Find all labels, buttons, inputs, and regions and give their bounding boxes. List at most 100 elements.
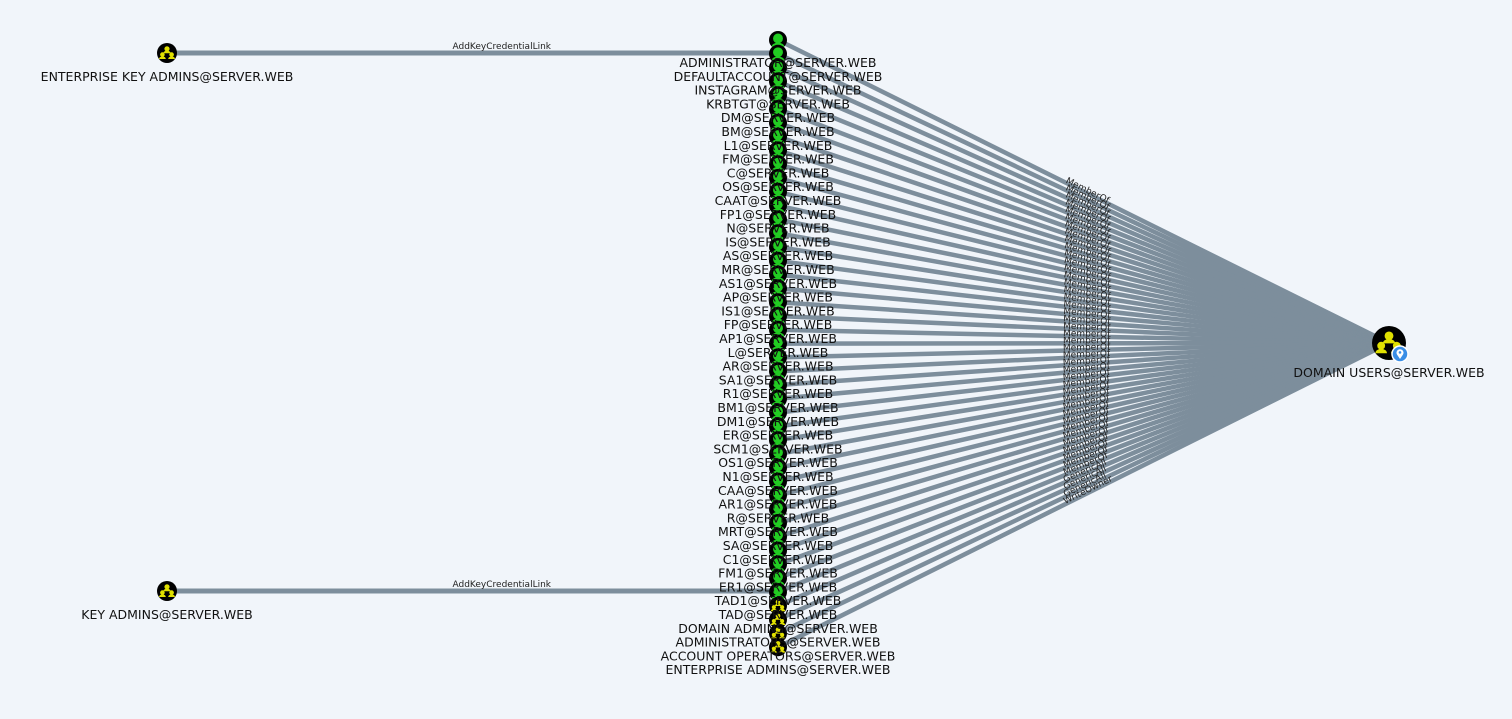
node-label: INSTAGRAM@SERVER.WEB (695, 83, 862, 98)
edge-member[interactable] (777, 327, 1390, 346)
edge-member[interactable] (777, 230, 1390, 346)
node-label: L@SERVER.WEB (728, 345, 829, 360)
group-node-ekadmins[interactable] (157, 43, 177, 63)
node-label: TAD1@SERVER.WEB (714, 593, 842, 608)
group-node[interactable] (769, 596, 787, 615)
edge-label-member: MemberOf (1063, 336, 1111, 346)
edge-member[interactable] (777, 340, 1390, 374)
node-label: CAA@SERVER.WEB (718, 483, 838, 498)
node-label: AR@SERVER.WEB (722, 359, 833, 374)
node-label: L1@SERVER.WEB (724, 138, 833, 153)
nodes-layer (157, 31, 1409, 657)
node-label: OS1@SERVER.WEB (718, 455, 838, 470)
node-label: CAAT@SERVER.WEB (715, 193, 842, 208)
node-label: SCM1@SERVER.WEB (713, 441, 842, 456)
user-node[interactable] (769, 58, 787, 77)
edge-member[interactable] (777, 340, 1390, 429)
node-label-domainusers: DOMAIN USERS@SERVER.WEB (1293, 365, 1484, 380)
node-label: DM1@SERVER.WEB (717, 414, 839, 429)
node-label: ADMINISTRATOR@SERVER.WEB (679, 55, 876, 70)
edge-label-member: MemberOf (1062, 361, 1111, 375)
user-node[interactable] (769, 238, 787, 256)
edge-label-kadmins: AddKeyCredentialLink (453, 580, 552, 590)
edge-member[interactable] (777, 217, 1390, 346)
user-node[interactable] (769, 541, 787, 560)
node-label: SA1@SERVER.WEB (719, 372, 838, 387)
node-label: AP@SERVER.WEB (723, 290, 833, 305)
user-node[interactable] (769, 196, 787, 215)
edge-label-member: MemberOf (1063, 355, 1112, 368)
node-label: ADMINISTRATORS@SERVER.WEB (676, 635, 881, 650)
node-label: BM@SERVER.WEB (721, 124, 834, 139)
node-label: MR@SERVER.WEB (721, 262, 834, 277)
node-label: DOMAIN ADMINS@SERVER.WEB (678, 621, 878, 636)
edge-member[interactable] (776, 340, 1391, 650)
user-node[interactable] (769, 224, 787, 243)
edge-member[interactable] (777, 340, 1390, 457)
node-label: AP1@SERVER.WEB (719, 331, 837, 346)
user-node[interactable] (769, 569, 787, 588)
node-label: N@SERVER.WEB (726, 221, 829, 236)
node-label: C@SERVER.WEB (727, 165, 830, 180)
group-node[interactable] (769, 638, 787, 657)
node-label: MRT@SERVER.WEB (718, 524, 838, 539)
node-label: BM1@SERVER.WEB (717, 400, 838, 415)
user-node[interactable] (769, 127, 787, 146)
node-label-kadmins: KEY ADMINS@SERVER.WEB (81, 607, 252, 622)
edge-label-member: MemberOf (1063, 329, 1111, 340)
group-node[interactable] (769, 610, 787, 629)
edge-member[interactable] (777, 272, 1390, 346)
user-node[interactable] (769, 417, 787, 436)
user-node[interactable] (769, 210, 787, 229)
edge-label-member: MemberOf (1063, 307, 1112, 321)
node-label: FP1@SERVER.WEB (720, 207, 837, 222)
edge-label-member: MemberOf (1063, 314, 1112, 327)
edge-member[interactable] (777, 340, 1390, 360)
user-node[interactable] (769, 86, 787, 105)
node-label: ER1@SERVER.WEB (719, 579, 837, 594)
edge-label-member: MemberOf (1063, 349, 1112, 361)
edge-member[interactable] (777, 258, 1390, 346)
edge-member[interactable] (777, 299, 1390, 346)
node-label: SA@SERVER.WEB (723, 538, 834, 553)
node-label: IS@SERVER.WEB (725, 234, 830, 249)
node-label: N1@SERVER.WEB (722, 469, 833, 484)
edge-member[interactable] (777, 340, 1390, 443)
edge-member[interactable] (777, 313, 1390, 346)
location-pin-icon (1391, 345, 1409, 363)
node-label: AS1@SERVER.WEB (719, 276, 837, 291)
group-node-kadmins[interactable] (157, 581, 177, 601)
user-node[interactable] (769, 182, 787, 201)
node-label: OS@SERVER.WEB (722, 179, 834, 194)
edge-member[interactable] (777, 203, 1390, 346)
node-label: AR1@SERVER.WEB (718, 497, 837, 512)
edges-layer (167, 37, 1391, 650)
node-label: AS@SERVER.WEB (723, 248, 833, 263)
node-labels-layer: ADMINISTRATOR@SERVER.WEBDEFAULTACCOUNT@S… (41, 55, 1485, 677)
node-label: FM@SERVER.WEB (722, 152, 834, 167)
edge-label-member: MemberOf (1063, 322, 1111, 334)
user-node[interactable] (769, 472, 787, 491)
node-label: ER@SERVER.WEB (723, 428, 833, 443)
edge-member[interactable] (777, 340, 1390, 402)
edge-member[interactable] (777, 244, 1390, 346)
user-node[interactable] (769, 113, 787, 132)
node-label: R@SERVER.WEB (727, 510, 830, 525)
node-label: DM@SERVER.WEB (721, 110, 835, 125)
edge-label-member: MemberOf (1063, 343, 1111, 354)
group-node[interactable] (769, 624, 787, 643)
user-node[interactable] (769, 376, 787, 394)
edge-member[interactable] (777, 340, 1390, 388)
node-label: C1@SERVER.WEB (723, 552, 834, 567)
node-label: FM1@SERVER.WEB (718, 566, 838, 581)
edge-member[interactable] (777, 340, 1390, 346)
node-label: IS1@SERVER.WEB (721, 303, 834, 318)
user-node[interactable] (769, 514, 787, 532)
node-label: ENTERPRISE ADMINS@SERVER.WEB (666, 662, 891, 677)
user-node[interactable] (769, 265, 787, 284)
edge-member[interactable] (777, 286, 1390, 346)
edge-member[interactable] (777, 340, 1390, 415)
node-label: DEFAULTACCOUNT@SERVER.WEB (674, 69, 883, 84)
node-label: R1@SERVER.WEB (723, 386, 833, 401)
